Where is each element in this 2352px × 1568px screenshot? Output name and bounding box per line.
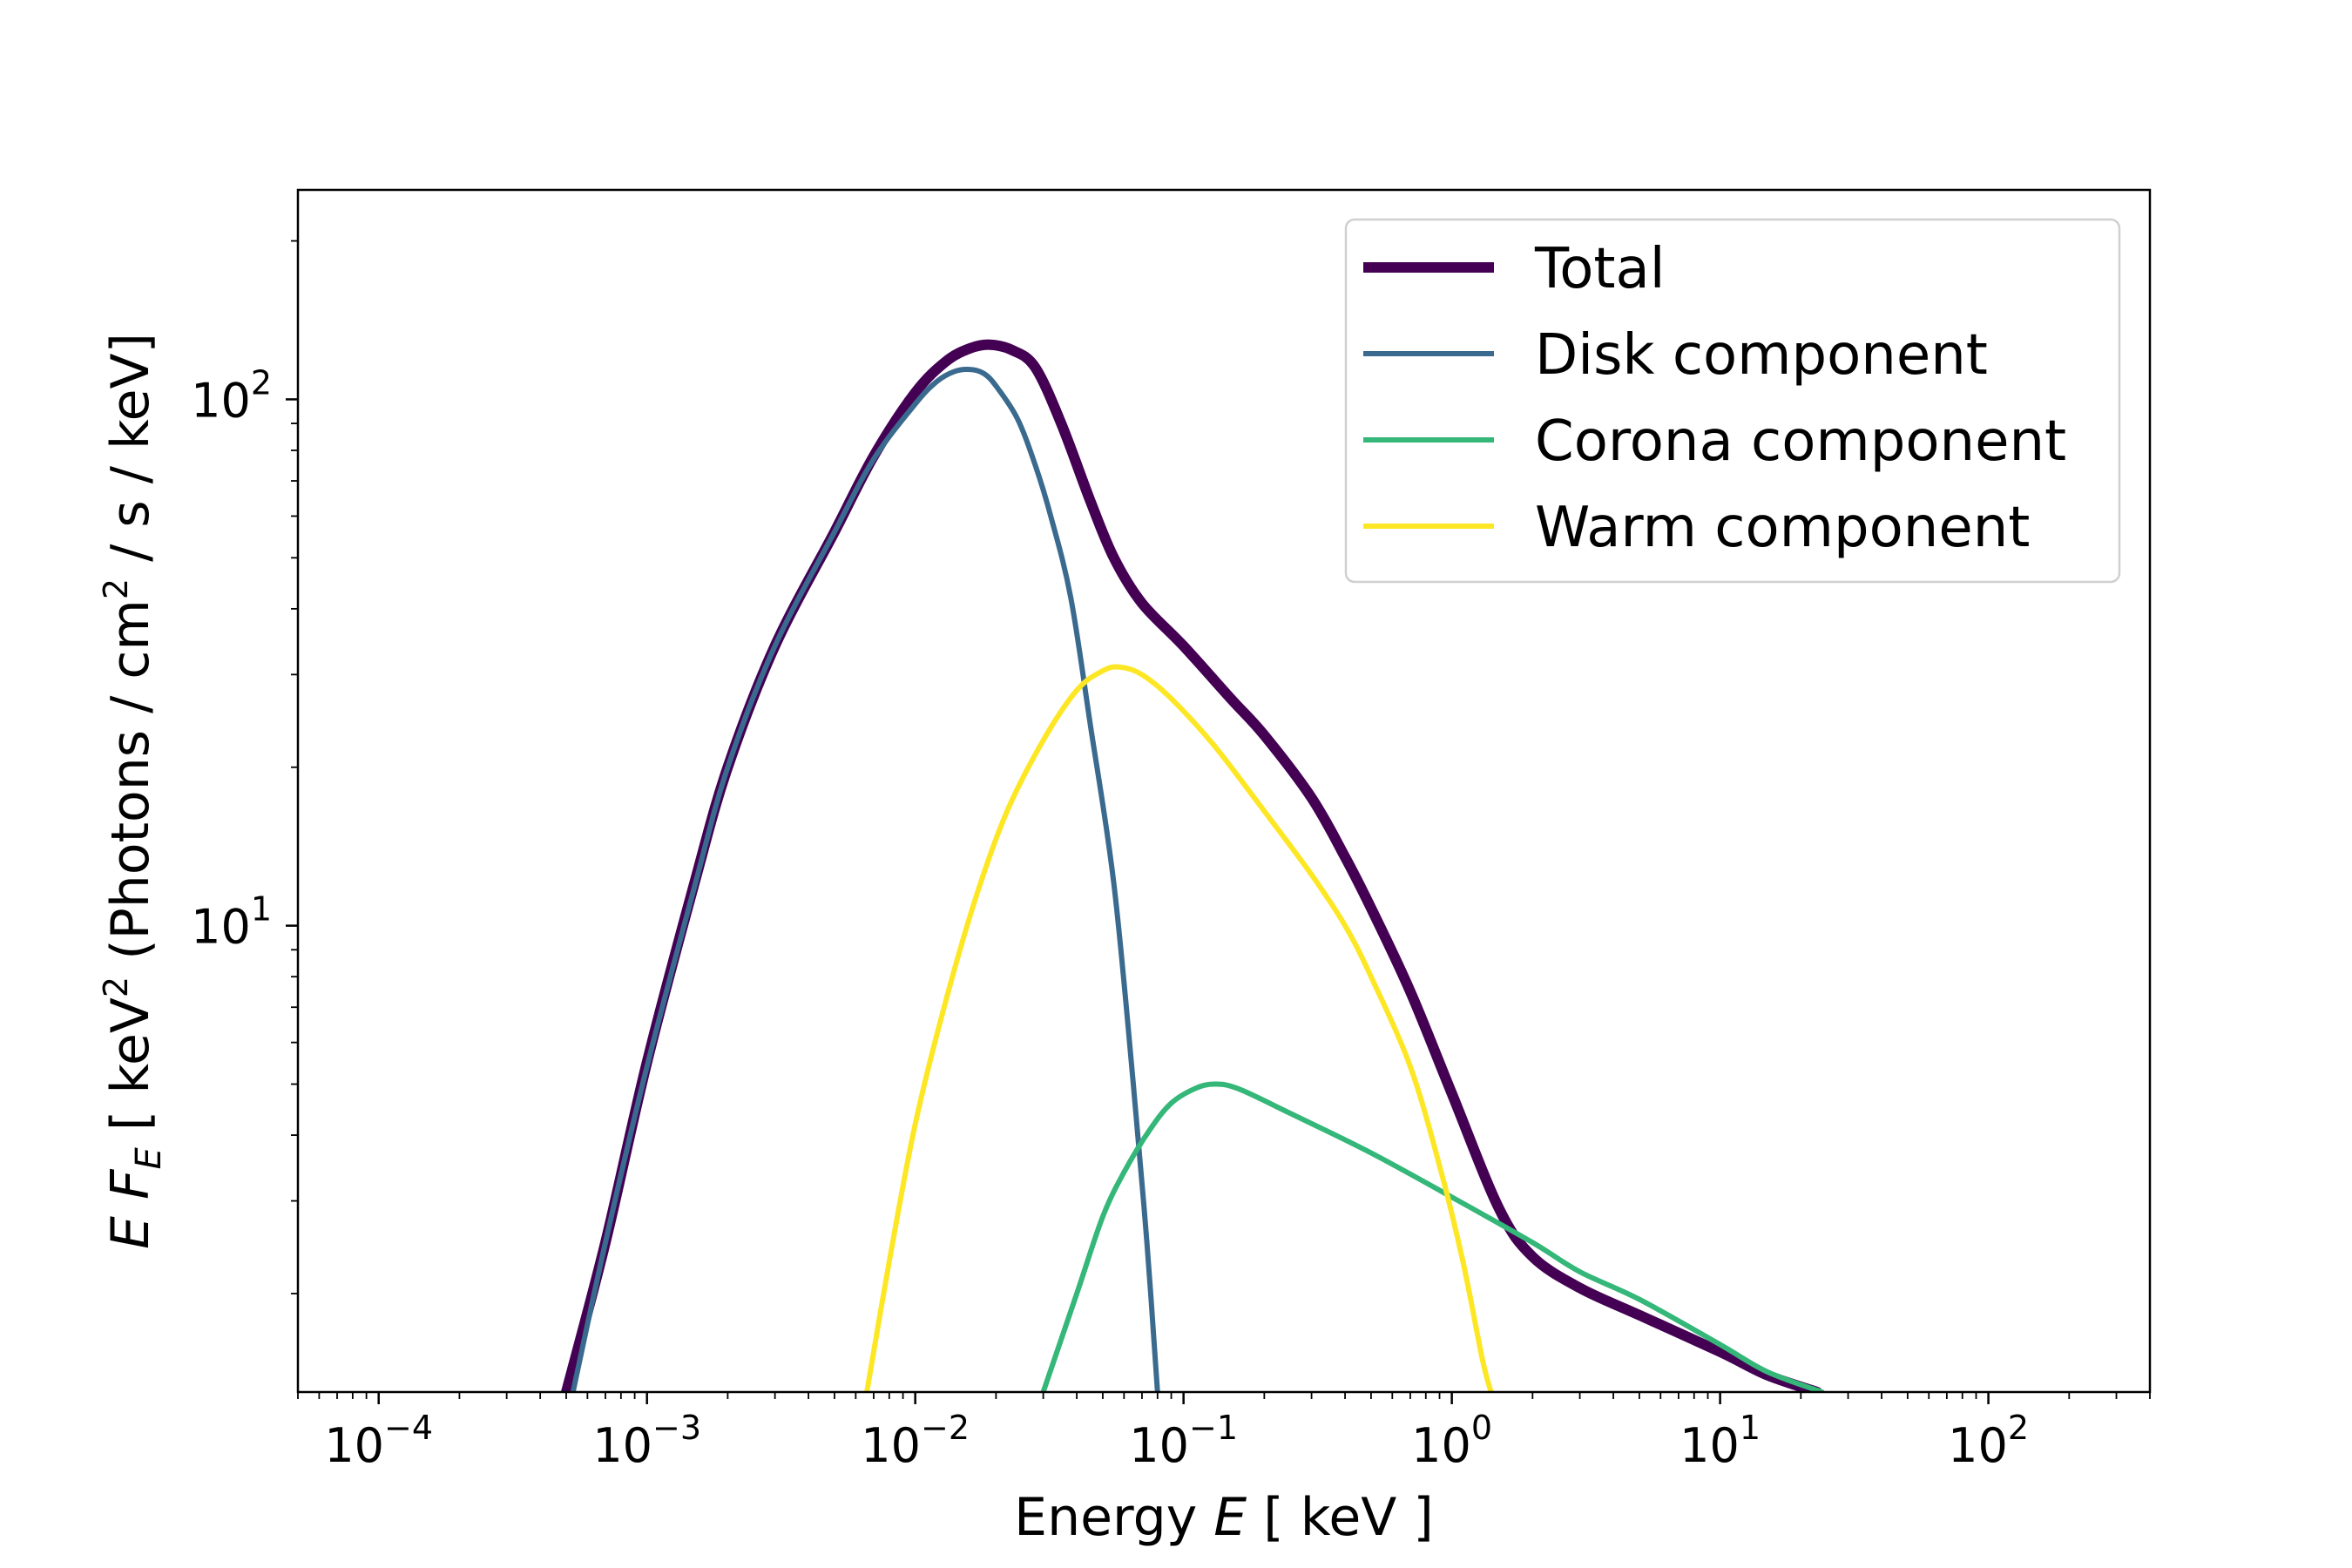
legend-box [1344, 218, 2121, 584]
y-axis-label: E FE [ keV2 (Photons / cm2 / s / keV] [97, 333, 169, 1249]
x-tick-label: 10−3 [592, 1409, 701, 1473]
x-tick-label: 10−2 [861, 1409, 970, 1473]
series-line-disk-component [570, 366, 1160, 1392]
x-axis: 10−4 10−3 10−2 10−1 100 101 102 [297, 1392, 2151, 1473]
x-axis-label: Energy E [ keV ] [1014, 1487, 1434, 1548]
series-group [561, 339, 1825, 1392]
legend-label-total: Total [1534, 237, 1665, 301]
plot-frame [296, 188, 2152, 1394]
x-tick-label: 10−1 [1129, 1409, 1238, 1473]
series-line-corona-component [1040, 1081, 1825, 1392]
legend-label-warm: Warm component [1535, 496, 2030, 560]
x-tick-label: 100 [1411, 1409, 1492, 1473]
x-tick-label: 101 [1680, 1409, 1761, 1473]
legend-label-disk: Disk component [1535, 323, 1988, 388]
legend-label-corona: Corona component [1535, 409, 2066, 474]
x-tick-label: 10−4 [324, 1409, 433, 1473]
y-tick-label: 101 [191, 890, 272, 955]
y-axis: 101 102 [191, 240, 298, 1294]
x-tick-label: 102 [1948, 1409, 2029, 1473]
legend: Total Disk component Corona component Wa… [1344, 218, 2121, 584]
y-tick-label: 102 [191, 363, 272, 428]
series-line-warm-component [864, 664, 1494, 1392]
